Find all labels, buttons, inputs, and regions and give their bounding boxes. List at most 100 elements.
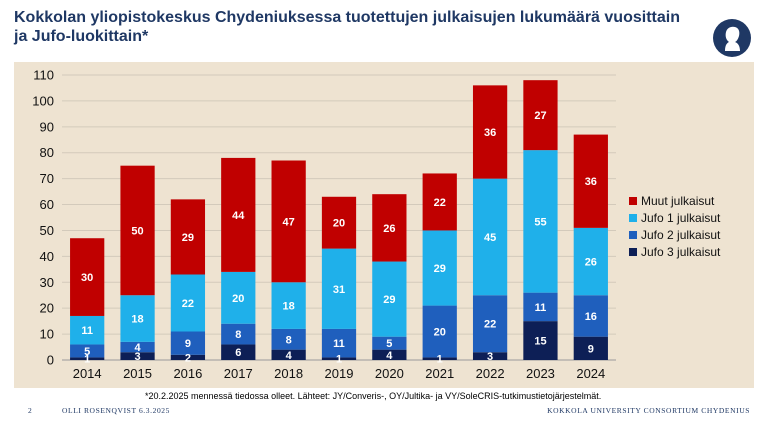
data-label: 29 [182, 232, 194, 244]
data-label: 5 [84, 346, 90, 358]
y-tick-label: 20 [40, 301, 54, 316]
bars [70, 80, 608, 360]
bar-segment [271, 282, 306, 329]
x-tick-label: 2015 [123, 366, 152, 381]
bar-segment [271, 349, 306, 360]
data-label: 47 [283, 216, 295, 228]
x-tick-label: 2019 [325, 366, 354, 381]
data-label: 6 [235, 347, 241, 359]
legend-label: Muut julkaisut [641, 194, 715, 208]
data-label: 8 [235, 329, 241, 341]
y-tick-label: 70 [40, 171, 54, 186]
bar-segment [321, 357, 357, 360]
bar-segment [271, 328, 306, 350]
organization-name: KOKKOLA UNIVERSITY CONSORTIUM CHYDENIUS [547, 406, 750, 415]
bar-segment [120, 352, 155, 360]
data-label: 1 [84, 354, 90, 366]
x-tick-label: 2020 [375, 366, 404, 381]
data-label: 1 [437, 354, 443, 366]
legend-swatch [629, 231, 637, 239]
bar-segment [271, 160, 306, 283]
y-tick-label: 80 [40, 145, 54, 160]
legend-swatch [629, 214, 637, 222]
data-label: 3 [134, 351, 140, 363]
data-label: 20 [232, 293, 244, 305]
data-label: 4 [134, 342, 141, 354]
legend: Muut julkaisut Jufo 1 julkaisut Jufo 2 jul… [629, 194, 721, 259]
data-label: 9 [588, 343, 594, 355]
data-label: 2 [185, 352, 191, 364]
x-axis-ticks: 2014 2015 2016 2017 2018 2019 2020 2021 2022 2023… [73, 366, 606, 381]
legend-label: Jufo 1 julkaisut [641, 211, 721, 225]
data-label: 36 [484, 127, 496, 139]
y-tick-label: 10 [40, 327, 54, 342]
x-tick-label: 2018 [274, 366, 303, 381]
bar-segment [422, 173, 457, 231]
data-label: 1 [336, 354, 342, 366]
x-tick-label: 2014 [73, 366, 102, 381]
bar-segment [523, 150, 558, 293]
bar-segment [70, 315, 105, 345]
bar-segment [321, 196, 357, 249]
y-tick-label: 40 [40, 249, 54, 264]
bar-segment [523, 292, 558, 322]
y-axis-ticks: 0 10 20 30 40 50 60 70 80 90 100 110 [32, 68, 54, 368]
bar-segment [120, 295, 155, 342]
x-tick-label: 2023 [526, 366, 555, 381]
legend-swatch [629, 197, 637, 205]
bar-segment [422, 357, 457, 360]
bar-segment [573, 134, 608, 228]
data-label: 26 [383, 223, 395, 235]
bar-segment [422, 305, 457, 358]
data-label: 50 [131, 225, 143, 237]
bar-segment [321, 328, 357, 358]
bar-segment [221, 344, 256, 360]
bar-segment [221, 323, 256, 345]
data-label: 9 [185, 338, 191, 350]
y-tick-label: 60 [40, 197, 54, 212]
bar-segment [170, 354, 206, 360]
bar-segment [573, 227, 608, 296]
bar-segment [523, 80, 558, 151]
data-label: 18 [283, 301, 295, 313]
bar-segment [523, 321, 558, 360]
data-label: 26 [585, 257, 597, 269]
y-tick-label: 100 [32, 93, 54, 108]
data-label: 20 [434, 327, 446, 339]
data-labels: 1511303418502922296820444818471113120452… [81, 110, 597, 366]
bar-segment [70, 238, 105, 316]
page-title: Kokkolan yliopistokeskus Chydeniuksessa … [14, 9, 680, 45]
data-label: 36 [585, 176, 597, 188]
x-tick-label: 2017 [224, 366, 253, 381]
data-label: 16 [585, 311, 597, 323]
legend-label: Jufo 3 julkaisut [641, 245, 721, 259]
data-label: 8 [286, 334, 292, 346]
bar-segment [472, 178, 508, 296]
data-label: 22 [434, 197, 446, 209]
bar-segment [170, 274, 206, 332]
page-number: 2 [28, 406, 32, 415]
y-tick-label: 110 [33, 68, 54, 83]
bar-segment [573, 336, 608, 360]
data-label: 22 [182, 298, 194, 310]
data-label: 29 [383, 294, 395, 306]
footnote: *20.2.2025 mennessä tiedossa olleet. Läh… [145, 391, 602, 401]
data-label: 11 [333, 338, 345, 350]
y-tick-label: 30 [40, 275, 54, 290]
bar-segment [372, 194, 407, 262]
y-tick-label: 0 [47, 353, 54, 368]
bar-segment [221, 271, 256, 324]
data-label: 11 [81, 325, 93, 337]
data-label: 45 [484, 232, 496, 244]
bar-segment [120, 165, 155, 296]
y-tick-label: 50 [40, 223, 54, 238]
data-label: 11 [535, 302, 547, 314]
data-label: 55 [534, 216, 546, 228]
bar-segment [221, 157, 256, 272]
data-label: 4 [286, 350, 293, 362]
data-label: 18 [131, 314, 143, 326]
x-tick-label: 2024 [576, 366, 605, 381]
bar-segment [321, 248, 357, 329]
data-label: 29 [434, 263, 446, 275]
